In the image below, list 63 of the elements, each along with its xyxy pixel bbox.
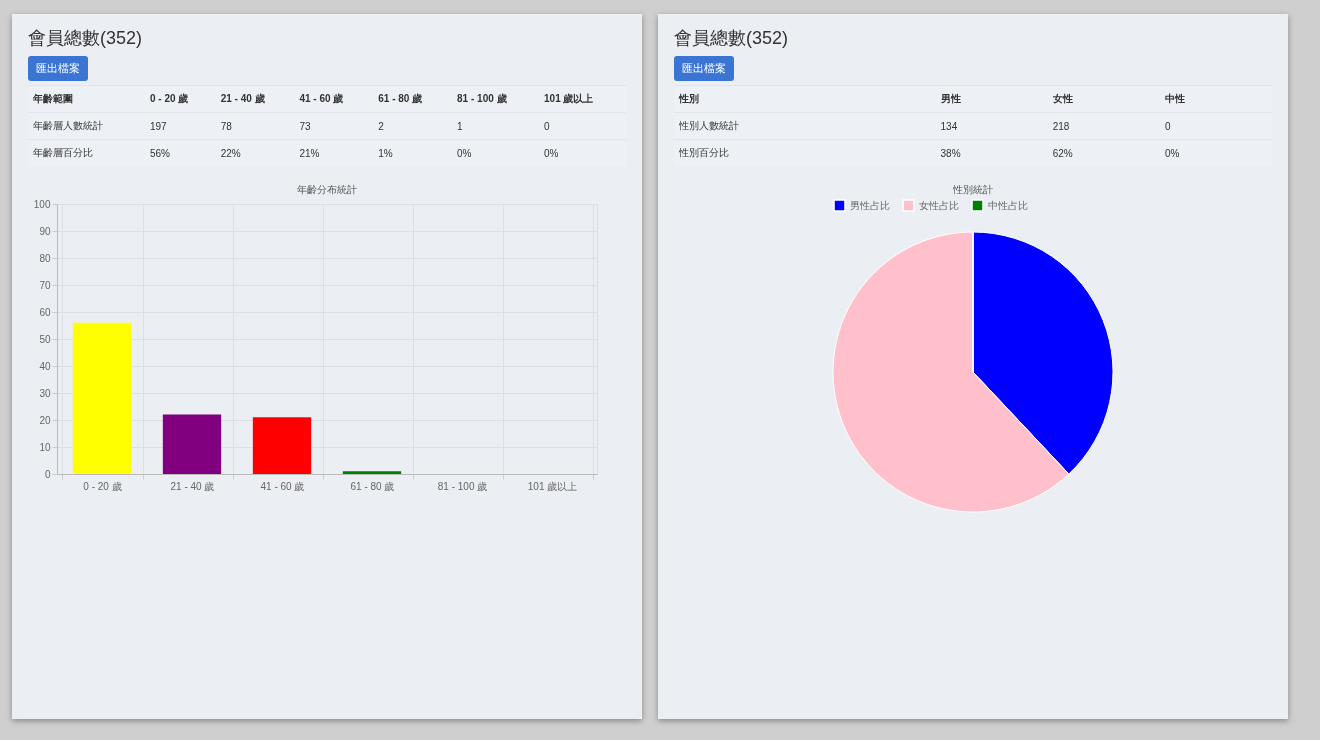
y-tick-label: 40 — [39, 360, 51, 372]
text: 62% — [1047, 139, 1160, 166]
text: 197 — [144, 112, 216, 140]
x-tick-label: 21 - 40 歲 — [170, 480, 215, 492]
category-label: 101 歲以上 — [544, 93, 594, 104]
text: 會員總數(352) — [28, 27, 144, 50]
text: 0 — [539, 112, 626, 140]
text: 22% — [215, 139, 295, 166]
text: 0% — [1159, 139, 1272, 166]
y-tick-label: 60 — [39, 306, 51, 318]
text: 中性 — [1159, 85, 1272, 113]
y-tick-label: 30 — [39, 387, 51, 399]
x-tick-label: 81 - 100 歲 — [437, 480, 488, 492]
category-label: 81 - 100 歲 — [457, 93, 507, 104]
text: 匯出檔案 — [674, 56, 734, 81]
category-label: 41 - 60 歲 — [299, 93, 344, 104]
text: 男性 — [935, 85, 1048, 113]
x-tick-label: 0 - 20 歲 — [83, 480, 122, 492]
y-tick-label: 0 — [44, 468, 51, 480]
text: 性別百分比 — [674, 139, 936, 166]
text: 年齡層百分比 — [28, 139, 145, 166]
text: 134 — [935, 112, 1048, 140]
text: 78 — [215, 112, 295, 140]
y-tick-label: 70 — [39, 279, 51, 291]
x-tick-label: 101 歲以上 — [527, 480, 578, 492]
chart-title: 性別統計 — [952, 184, 993, 195]
legend-label: 男性占比 — [850, 199, 890, 211]
text: 會員總數(352) — [674, 27, 790, 50]
category-label: 61 - 80 歲 — [378, 93, 423, 104]
y-tick-label: 10 — [39, 441, 51, 453]
text: 年齡層人數統計 — [28, 112, 145, 140]
legend-label: 中性占比 — [988, 199, 1028, 211]
bar — [72, 322, 132, 474]
bar — [252, 417, 312, 474]
bar — [342, 471, 402, 474]
text: 性別人數統計 — [674, 112, 936, 140]
text: 1 — [452, 112, 540, 140]
y-tick-label: 80 — [39, 252, 51, 264]
text: 0% — [452, 139, 540, 166]
text: 56% — [144, 139, 216, 166]
text: 匯出檔案 — [28, 56, 88, 81]
bar — [162, 414, 222, 474]
text: 218 — [1047, 112, 1160, 140]
x-tick-label: 61 - 80 歲 — [350, 480, 395, 492]
y-tick-label: 20 — [39, 414, 51, 426]
text: 性別 — [674, 85, 936, 113]
text: 0% — [539, 139, 626, 166]
chart-title: 年齡分布統計 — [297, 184, 357, 195]
text: 0 — [1159, 112, 1272, 140]
legend-label: 女性占比 — [919, 199, 959, 211]
text: 年齡範圍 — [28, 85, 145, 113]
y-tick-label: 100 — [33, 198, 51, 210]
text: 73 — [294, 112, 374, 140]
text: 1% — [373, 139, 453, 166]
text: 38% — [935, 139, 1048, 166]
y-tick-label: 50 — [39, 333, 51, 345]
category-label: 0 - 20 歲 — [149, 93, 189, 104]
text: 女性 — [1047, 85, 1160, 113]
category-label: 21 - 40 歲 — [220, 93, 265, 104]
x-tick-label: 41 - 60 歲 — [260, 480, 305, 492]
text: 2 — [373, 112, 453, 140]
text: 21% — [294, 139, 374, 166]
y-tick-label: 90 — [39, 225, 51, 237]
